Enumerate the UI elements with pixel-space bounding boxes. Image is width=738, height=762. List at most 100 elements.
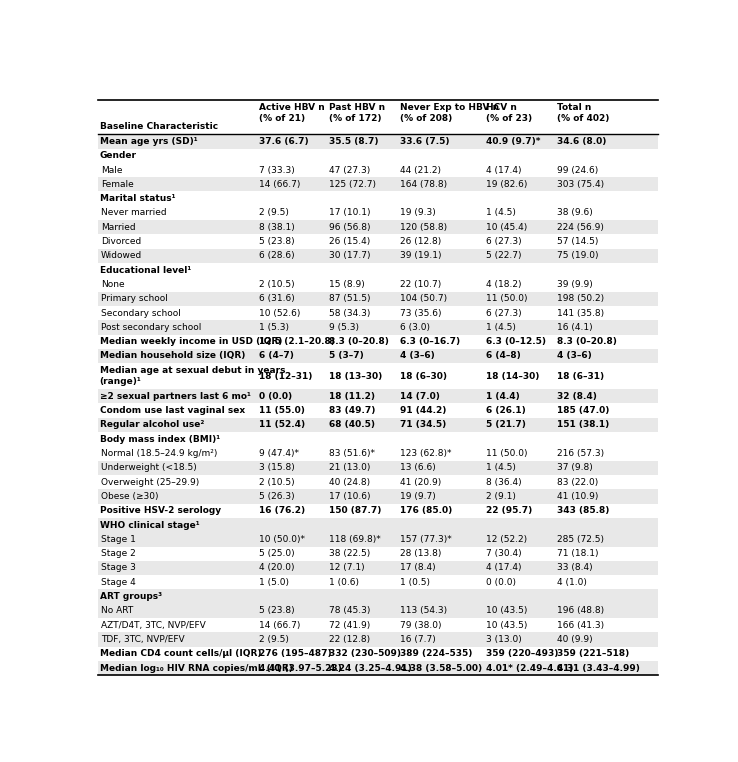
Text: 11 (50.0): 11 (50.0) <box>486 449 528 458</box>
Text: 28 (13.8): 28 (13.8) <box>399 549 441 558</box>
Text: Secondary school: Secondary school <box>101 309 181 318</box>
Text: 8 (36.4): 8 (36.4) <box>486 478 522 487</box>
Bar <box>98 277 658 292</box>
Text: 196 (48.8): 196 (48.8) <box>556 607 604 616</box>
Text: 17 (10.6): 17 (10.6) <box>329 492 371 501</box>
Text: 2 (10.5): 2 (10.5) <box>260 280 295 289</box>
Text: Stage 4: Stage 4 <box>101 578 136 587</box>
Bar <box>98 335 658 349</box>
Bar <box>98 220 658 235</box>
Text: 6 (28.6): 6 (28.6) <box>260 251 295 261</box>
Text: 78 (45.3): 78 (45.3) <box>329 607 371 616</box>
Text: 11 (55.0): 11 (55.0) <box>260 406 306 415</box>
Text: 18 (12–31): 18 (12–31) <box>260 372 313 381</box>
Text: Baseline Characteristic: Baseline Characteristic <box>100 122 218 131</box>
Text: 73 (35.6): 73 (35.6) <box>399 309 441 318</box>
Text: 16 (76.2): 16 (76.2) <box>260 506 306 515</box>
Text: 39 (19.1): 39 (19.1) <box>399 251 441 261</box>
Text: Divorced: Divorced <box>101 237 141 246</box>
Text: 10 (50.0)*: 10 (50.0)* <box>260 535 306 544</box>
Text: 6 (27.3): 6 (27.3) <box>486 237 522 246</box>
Text: 37 (9.8): 37 (9.8) <box>556 463 593 472</box>
Bar <box>98 320 658 335</box>
Text: Body mass index (BMI)¹: Body mass index (BMI)¹ <box>100 434 220 443</box>
Text: 1 (4.5): 1 (4.5) <box>486 463 517 472</box>
Text: 12 (52.2): 12 (52.2) <box>486 535 528 544</box>
Text: 35.5 (8.7): 35.5 (8.7) <box>329 137 379 146</box>
Text: 13 (6.6): 13 (6.6) <box>399 463 435 472</box>
Text: Mean age yrs (SD)¹: Mean age yrs (SD)¹ <box>100 137 197 146</box>
Text: Stage 1: Stage 1 <box>101 535 136 544</box>
Bar <box>98 461 658 475</box>
Text: 12 (7.1): 12 (7.1) <box>329 563 365 572</box>
Text: 1 (0.6): 1 (0.6) <box>329 578 359 587</box>
Text: 18 (6–31): 18 (6–31) <box>556 372 604 381</box>
Text: 157 (77.3)*: 157 (77.3)* <box>399 535 452 544</box>
Text: 5 (23.8): 5 (23.8) <box>260 237 295 246</box>
Text: 4 (20.0): 4 (20.0) <box>260 563 295 572</box>
Text: 4 (17.4): 4 (17.4) <box>486 165 522 174</box>
Text: 40 (24.8): 40 (24.8) <box>329 478 370 487</box>
Text: 6.3 (0–16.7): 6.3 (0–16.7) <box>399 338 460 346</box>
Text: 37.6 (6.7): 37.6 (6.7) <box>260 137 309 146</box>
Text: 26 (15.4): 26 (15.4) <box>329 237 370 246</box>
Text: 6.3 (0–12.5): 6.3 (0–12.5) <box>486 338 546 346</box>
Text: 4 (18.2): 4 (18.2) <box>486 280 522 289</box>
Text: 5 (26.3): 5 (26.3) <box>260 492 295 501</box>
Bar <box>98 447 658 461</box>
Text: 198 (50.2): 198 (50.2) <box>556 294 604 303</box>
Text: 4 (17.4): 4 (17.4) <box>486 563 522 572</box>
Text: Gender: Gender <box>100 151 137 160</box>
Text: 9 (5.3): 9 (5.3) <box>329 323 359 332</box>
Text: 359 (220–493): 359 (220–493) <box>486 649 559 658</box>
Text: 96 (56.8): 96 (56.8) <box>329 223 371 232</box>
Text: 150 (87.7): 150 (87.7) <box>329 506 382 515</box>
Text: 10 (52.6): 10 (52.6) <box>260 309 301 318</box>
Text: 40.9 (9.7)*: 40.9 (9.7)* <box>486 137 541 146</box>
Text: 10 (43.5): 10 (43.5) <box>486 607 528 616</box>
Text: 87 (51.5): 87 (51.5) <box>329 294 371 303</box>
Bar <box>98 163 658 178</box>
Text: 285 (72.5): 285 (72.5) <box>556 535 604 544</box>
Text: Never married: Never married <box>101 209 167 217</box>
Text: 19 (9.7): 19 (9.7) <box>399 492 435 501</box>
Text: 125 (72.7): 125 (72.7) <box>329 180 376 189</box>
Text: Obese (≥30): Obese (≥30) <box>101 492 159 501</box>
Text: 1 (5.3): 1 (5.3) <box>260 323 289 332</box>
Text: Condom use last vaginal sex: Condom use last vaginal sex <box>100 406 245 415</box>
Text: 4.41 (3.97–5.23): 4.41 (3.97–5.23) <box>260 664 342 673</box>
Text: 16 (4.1): 16 (4.1) <box>556 323 592 332</box>
Text: 18 (13–30): 18 (13–30) <box>329 372 383 381</box>
Text: 16 (7.7): 16 (7.7) <box>399 635 435 644</box>
Text: 83 (49.7): 83 (49.7) <box>329 406 376 415</box>
Text: 40 (9.9): 40 (9.9) <box>556 635 592 644</box>
Text: 6 (26.1): 6 (26.1) <box>486 406 526 415</box>
Text: Stage 2: Stage 2 <box>101 549 136 558</box>
Text: Overweight (25–29.9): Overweight (25–29.9) <box>101 478 199 487</box>
Bar <box>98 618 658 632</box>
Text: 4.01* (2.49–4.61): 4.01* (2.49–4.61) <box>486 664 574 673</box>
Text: 343 (85.8): 343 (85.8) <box>556 506 609 515</box>
Bar <box>98 418 658 432</box>
Text: 11 (52.4): 11 (52.4) <box>260 421 306 430</box>
Text: 38 (22.5): 38 (22.5) <box>329 549 370 558</box>
Text: 5 (3–7): 5 (3–7) <box>329 351 365 360</box>
Text: 0 (0.0): 0 (0.0) <box>260 392 292 401</box>
Bar <box>98 349 658 363</box>
Text: 104 (50.7): 104 (50.7) <box>399 294 446 303</box>
Text: 2 (9.5): 2 (9.5) <box>260 209 289 217</box>
Text: 21 (13.0): 21 (13.0) <box>329 463 371 472</box>
Text: 22 (12.8): 22 (12.8) <box>329 635 370 644</box>
Text: 3 (15.8): 3 (15.8) <box>260 463 295 472</box>
Text: 41 (10.9): 41 (10.9) <box>556 492 598 501</box>
Bar <box>98 575 658 590</box>
Text: 176 (85.0): 176 (85.0) <box>399 506 452 515</box>
Text: 44 (21.2): 44 (21.2) <box>399 165 441 174</box>
Text: Female: Female <box>101 180 134 189</box>
Text: ≥2 sexual partners last 6 mo¹: ≥2 sexual partners last 6 mo¹ <box>100 392 251 401</box>
Bar <box>98 632 658 647</box>
Text: 4.31 (3.43–4.99): 4.31 (3.43–4.99) <box>556 664 639 673</box>
Text: 38 (9.6): 38 (9.6) <box>556 209 593 217</box>
Bar <box>98 546 658 561</box>
Bar <box>98 518 658 532</box>
